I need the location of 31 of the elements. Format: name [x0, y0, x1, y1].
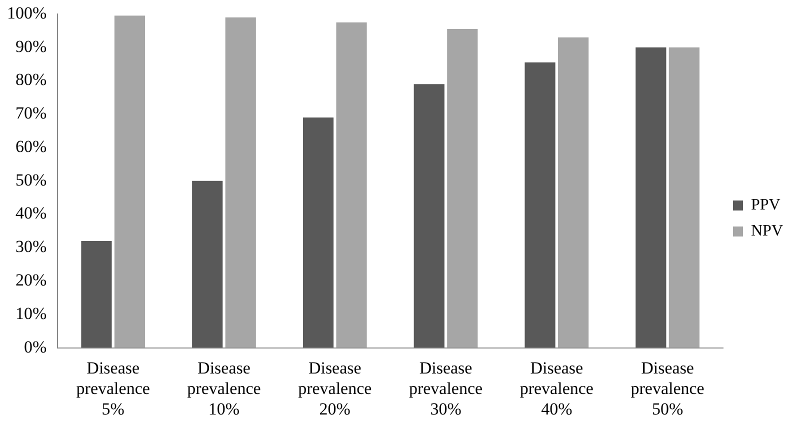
bar [524, 62, 556, 348]
bar [414, 84, 444, 348]
x-tick-label: Disease prevalence 40% [520, 358, 594, 418]
y-tick-label: 0% [24, 337, 47, 356]
y-tick-label: 100% [6, 3, 47, 22]
y-tick-label: 70% [15, 104, 47, 123]
x-tick-label: Disease prevalence 30% [408, 358, 483, 418]
y-tick-label: 50% [15, 170, 47, 190]
y-tick-label: 30% [15, 237, 47, 256]
y-tick-label: 90% [15, 36, 47, 56]
y-tick-label: 10% [15, 304, 47, 323]
y-tick-label: 40% [15, 204, 47, 223]
bar [447, 29, 478, 348]
legend-label: NPV [750, 222, 784, 240]
bar [114, 16, 146, 348]
bar [558, 37, 589, 348]
bar [336, 22, 367, 348]
y-tick-label: 20% [15, 270, 47, 290]
x-tick-label: Disease prevalence 10% [187, 358, 261, 418]
x-tick-label: Disease prevalence 50% [630, 358, 704, 418]
x-tick-label: Disease prevalence 20% [298, 358, 372, 418]
y-tick-label: 80% [15, 70, 47, 90]
legend-label: PPV [750, 196, 781, 214]
bar [636, 47, 666, 348]
bar [225, 17, 256, 348]
bar [302, 117, 334, 348]
x-tick-label: Disease prevalence 5% [76, 358, 150, 418]
y-tick-label: 60% [15, 136, 47, 156]
bar [668, 47, 700, 348]
bar [192, 180, 223, 348]
bar [81, 240, 112, 348]
